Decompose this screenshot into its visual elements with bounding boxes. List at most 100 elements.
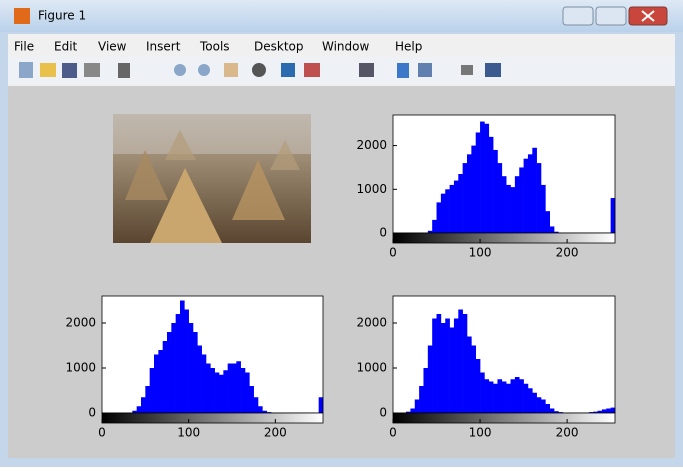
bar (454, 181, 459, 233)
menu-bar: File Edit View Insert Tools Desktop Window Help (14, 40, 422, 54)
x-tick-label: 0 (98, 426, 106, 440)
bar (480, 122, 485, 233)
bar (450, 185, 455, 233)
toolbar (8, 57, 675, 83)
bar (497, 379, 502, 413)
bar (480, 373, 485, 414)
grayscale-bar (393, 413, 615, 423)
bar (463, 163, 468, 233)
bar (202, 355, 207, 414)
bar (410, 409, 415, 414)
bar (528, 388, 533, 413)
x-tick-label: 200 (556, 246, 579, 260)
bar (454, 319, 459, 414)
grayscale-bar (102, 413, 323, 423)
x-tick-label: 100 (469, 246, 492, 260)
bar (432, 319, 437, 414)
menu-item[interactable]: View (98, 40, 127, 54)
x-tick-label: 100 (177, 426, 200, 440)
x-tick-label: 0 (389, 426, 397, 440)
y-tick-label: 2000 (356, 316, 387, 330)
bar (541, 400, 546, 414)
bar (437, 202, 442, 233)
bar (463, 314, 468, 413)
bar (189, 323, 194, 413)
bar (550, 226, 555, 233)
bar (506, 384, 511, 413)
bar (197, 346, 202, 414)
bar (428, 346, 433, 414)
bar (415, 400, 420, 414)
bar (241, 368, 246, 413)
bar (545, 211, 550, 233)
bar (550, 409, 555, 414)
y-tick-label: 2000 (65, 316, 96, 330)
y-tick-label: 0 (379, 226, 387, 240)
bar (489, 382, 494, 414)
bar (532, 148, 537, 233)
y-tick-label: 1000 (356, 361, 387, 375)
toolbar-icons (19, 62, 501, 78)
bar (467, 337, 472, 414)
bar (254, 397, 259, 413)
bar (141, 397, 146, 413)
menu-item[interactable]: Insert (146, 40, 181, 54)
bar (502, 382, 507, 414)
bar (223, 370, 228, 413)
minimize-button[interactable] (563, 7, 593, 25)
bar (476, 132, 481, 233)
bar (519, 379, 524, 413)
x-tick-label: 200 (556, 426, 579, 440)
bar (219, 375, 224, 413)
bar (484, 379, 489, 413)
bar (206, 364, 211, 414)
bar (528, 154, 533, 233)
menu-item[interactable]: Window (322, 40, 370, 54)
window-title: Figure 1 (38, 9, 86, 23)
maximize-button[interactable] (596, 7, 626, 25)
bar (602, 409, 607, 413)
menu-item[interactable]: Desktop (254, 40, 304, 54)
figure-window: Figure 1 File Edit View Insert Tools Desktop W… (0, 0, 683, 467)
bar (176, 314, 181, 413)
bar (545, 404, 550, 413)
bar (458, 310, 463, 414)
bar (497, 163, 502, 233)
bar (519, 167, 524, 233)
bar (511, 379, 516, 413)
menu-item[interactable]: Help (395, 40, 422, 54)
menu-item[interactable]: Edit (54, 40, 78, 54)
menu-item[interactable]: Tools (199, 40, 230, 54)
y-tick-label: 1000 (356, 182, 387, 196)
bar (245, 373, 250, 414)
bar (471, 346, 476, 414)
bar (606, 409, 611, 414)
y-tick-label: 2000 (356, 138, 387, 152)
bar (515, 176, 520, 233)
bar (484, 124, 489, 233)
bar (249, 386, 254, 413)
menu-item[interactable]: File (14, 40, 34, 54)
bar (228, 364, 233, 414)
bar (489, 137, 494, 233)
bar (167, 332, 172, 413)
bar (476, 359, 481, 413)
bar (471, 146, 476, 233)
bar (537, 163, 542, 233)
bar (419, 386, 424, 413)
bar (502, 176, 507, 233)
bar (524, 159, 529, 233)
bar (441, 194, 446, 233)
x-tick-label: 100 (469, 426, 492, 440)
grayscale-bar (393, 233, 615, 243)
bar (445, 319, 450, 414)
bar (437, 314, 442, 413)
bar (458, 174, 463, 233)
bar (445, 189, 450, 233)
image-axes (113, 114, 311, 243)
bar (506, 185, 511, 233)
bar (163, 341, 168, 413)
bar (171, 323, 176, 413)
app-icon (14, 8, 30, 24)
y-tick-label: 0 (379, 406, 387, 420)
